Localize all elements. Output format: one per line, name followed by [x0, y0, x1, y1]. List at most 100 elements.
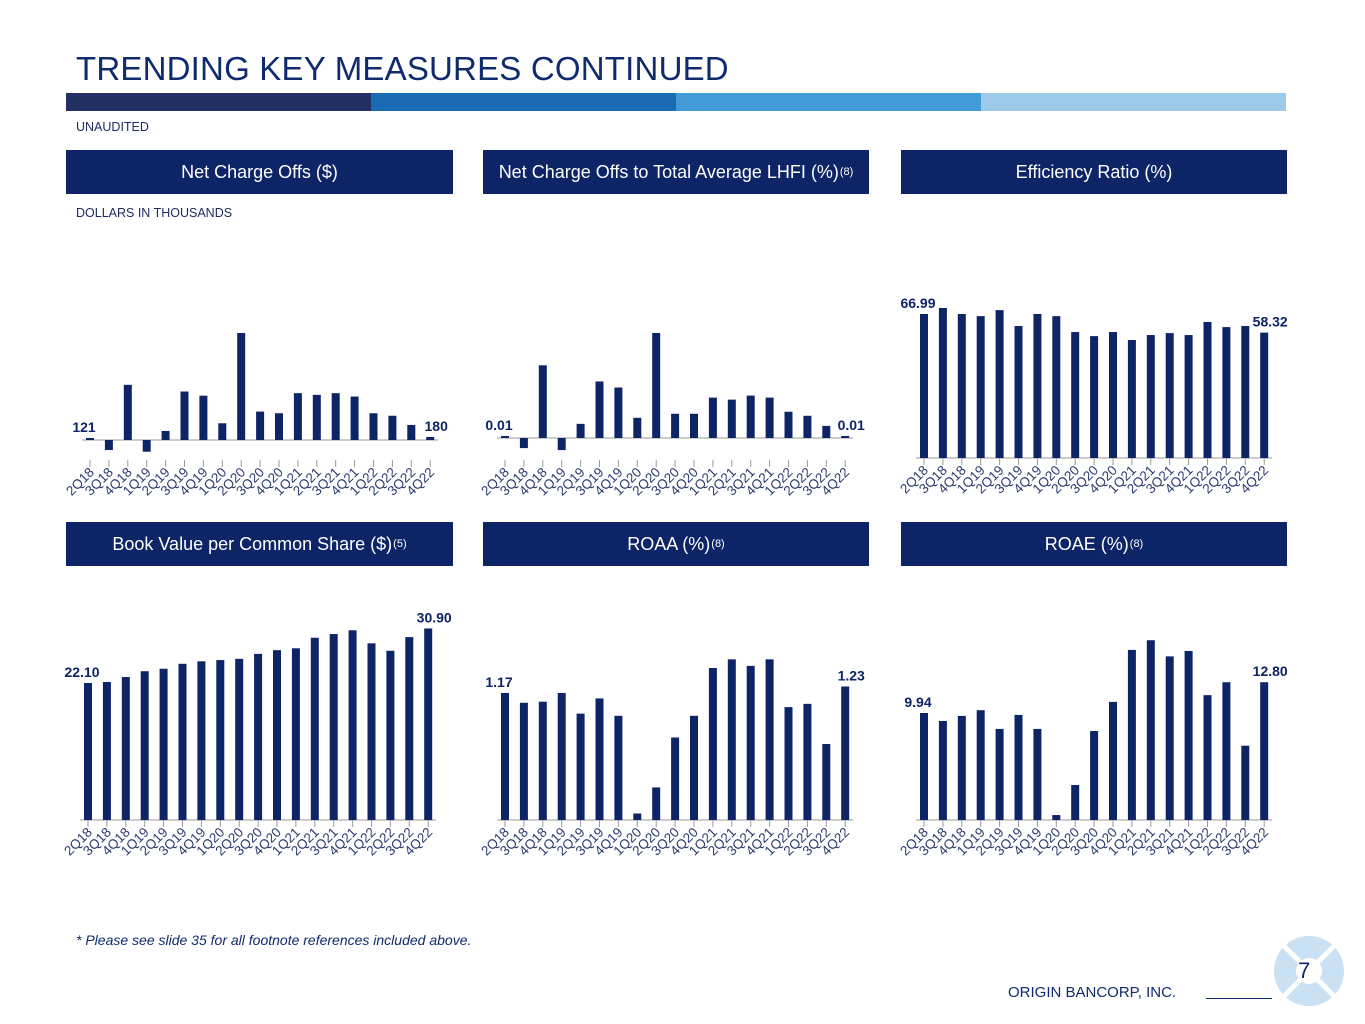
bar-1Q21 — [291, 648, 300, 820]
bar-2Q20 — [1071, 785, 1080, 820]
bar-4Q20 — [690, 413, 698, 438]
bar-4Q20 — [1109, 701, 1117, 820]
bar-3Q18 — [938, 307, 947, 458]
bar-2Q22 — [803, 703, 812, 820]
bar-4Q22 — [1260, 682, 1269, 820]
bar-4Q22 — [841, 435, 850, 438]
data-label: 0.01 — [838, 417, 865, 433]
bar-4Q22 — [841, 686, 850, 820]
bar-3Q19 — [1014, 714, 1023, 820]
page-title: TRENDING KEY MEASURES CONTINUED — [76, 50, 729, 87]
bar-2Q20 — [652, 333, 661, 438]
bar-3Q20 — [671, 413, 680, 438]
panel-header-efficiency-ratio: Efficiency Ratio (%) — [901, 150, 1287, 194]
bar-2Q19 — [161, 430, 170, 440]
data-label: 1.23 — [838, 667, 865, 683]
bar-4Q18 — [957, 715, 966, 820]
footnote: * Please see slide 35 for all footnote r… — [76, 932, 472, 948]
bar-2Q22 — [388, 415, 397, 440]
bar-3Q22 — [1241, 745, 1250, 820]
bar-4Q20 — [690, 715, 698, 820]
bar-4Q21 — [350, 396, 359, 440]
bar-4Q19 — [614, 715, 623, 820]
bar-3Q21 — [329, 634, 338, 820]
data-label: 180 — [425, 418, 449, 434]
bar-4Q21 — [1184, 650, 1193, 820]
bar-2Q19 — [995, 310, 1004, 458]
panel-header-roae: ROAE (%) (8) — [901, 522, 1287, 566]
bar-3Q21 — [1165, 333, 1174, 458]
bar-2Q19 — [159, 668, 168, 820]
bar-3Q21 — [746, 665, 755, 820]
bar-3Q18 — [104, 440, 113, 451]
bar-1Q20 — [1052, 815, 1061, 820]
data-label: 0.01 — [485, 417, 512, 433]
bar-2Q19 — [576, 423, 585, 438]
bar-4Q19 — [614, 387, 623, 438]
stripe-2 — [371, 93, 676, 111]
bar-4Q18 — [538, 365, 547, 438]
bar-2Q21 — [1146, 335, 1155, 458]
bar-4Q22 — [1260, 332, 1269, 458]
bar-2Q21 — [727, 659, 736, 820]
stripe-4 — [981, 93, 1286, 111]
bar-1Q19 — [142, 440, 151, 452]
stripe-3 — [676, 93, 981, 111]
bar-4Q18 — [957, 313, 966, 458]
bar-3Q19 — [595, 381, 604, 438]
panel-header-roaa: ROAA (%) (8) — [483, 522, 869, 566]
bar-2Q20 — [1071, 332, 1080, 458]
data-label: 58.32 — [1253, 314, 1288, 330]
page-number: 7 — [1298, 958, 1311, 983]
bar-4Q19 — [1033, 313, 1042, 458]
data-label: 1.17 — [485, 674, 512, 690]
bar-4Q21 — [1184, 335, 1193, 458]
bar-4Q18 — [123, 384, 132, 440]
data-label: 121 — [72, 419, 96, 435]
bar-1Q22 — [367, 643, 376, 820]
bar-4Q20 — [273, 650, 281, 820]
stripe-1 — [66, 93, 371, 111]
footnote-ref: (8) — [1129, 538, 1144, 550]
bar-1Q20 — [1052, 316, 1061, 458]
bar-3Q22 — [405, 637, 414, 820]
bar-4Q21 — [765, 397, 774, 438]
bar-1Q22 — [369, 413, 378, 440]
footnote-ref: (8) — [839, 166, 854, 178]
bar-2Q22 — [1222, 682, 1231, 820]
bar-4Q21 — [348, 630, 357, 820]
bar-2Q19 — [995, 728, 1004, 820]
bar-3Q22 — [822, 425, 831, 438]
bar-2Q18 — [501, 435, 509, 438]
company-name: ORIGIN BANCORP, INC. — [1008, 984, 1177, 1001]
company-underline — [1206, 998, 1272, 999]
bar-3Q19 — [178, 663, 187, 820]
bar-4Q21 — [765, 659, 774, 820]
bar-1Q19 — [557, 438, 566, 451]
bar-3Q18 — [938, 720, 947, 820]
panel-title: Net Charge Offs to Total Average LHFI (%… — [498, 161, 839, 182]
bar-3Q20 — [254, 653, 263, 820]
bar-3Q22 — [1241, 326, 1250, 458]
panel-title: Efficiency Ratio (%) — [1015, 161, 1173, 182]
bar-4Q18 — [121, 677, 130, 820]
bar-3Q20 — [256, 411, 265, 440]
bar-1Q21 — [293, 393, 302, 440]
panel-header-nco-ratio: Net Charge Offs to Total Average LHFI (%… — [483, 150, 869, 194]
data-label: 30.90 — [417, 609, 452, 625]
bar-1Q19 — [557, 693, 566, 820]
panel-title: Net Charge Offs ($) — [181, 161, 338, 182]
bar-4Q20 — [275, 413, 283, 440]
panel-header-book-value: Book Value per Common Share ($) (5) — [66, 522, 453, 566]
bar-2Q18 — [84, 683, 92, 820]
bar-3Q21 — [746, 395, 755, 438]
bar-3Q18 — [102, 682, 111, 820]
bar-1Q20 — [216, 660, 225, 820]
bar-3Q21 — [1165, 656, 1174, 820]
bar-1Q21 — [708, 397, 717, 438]
bar-1Q22 — [1203, 695, 1212, 820]
bar-1Q20 — [633, 417, 642, 438]
bar-3Q20 — [1090, 336, 1099, 458]
bar-3Q20 — [1090, 730, 1099, 820]
